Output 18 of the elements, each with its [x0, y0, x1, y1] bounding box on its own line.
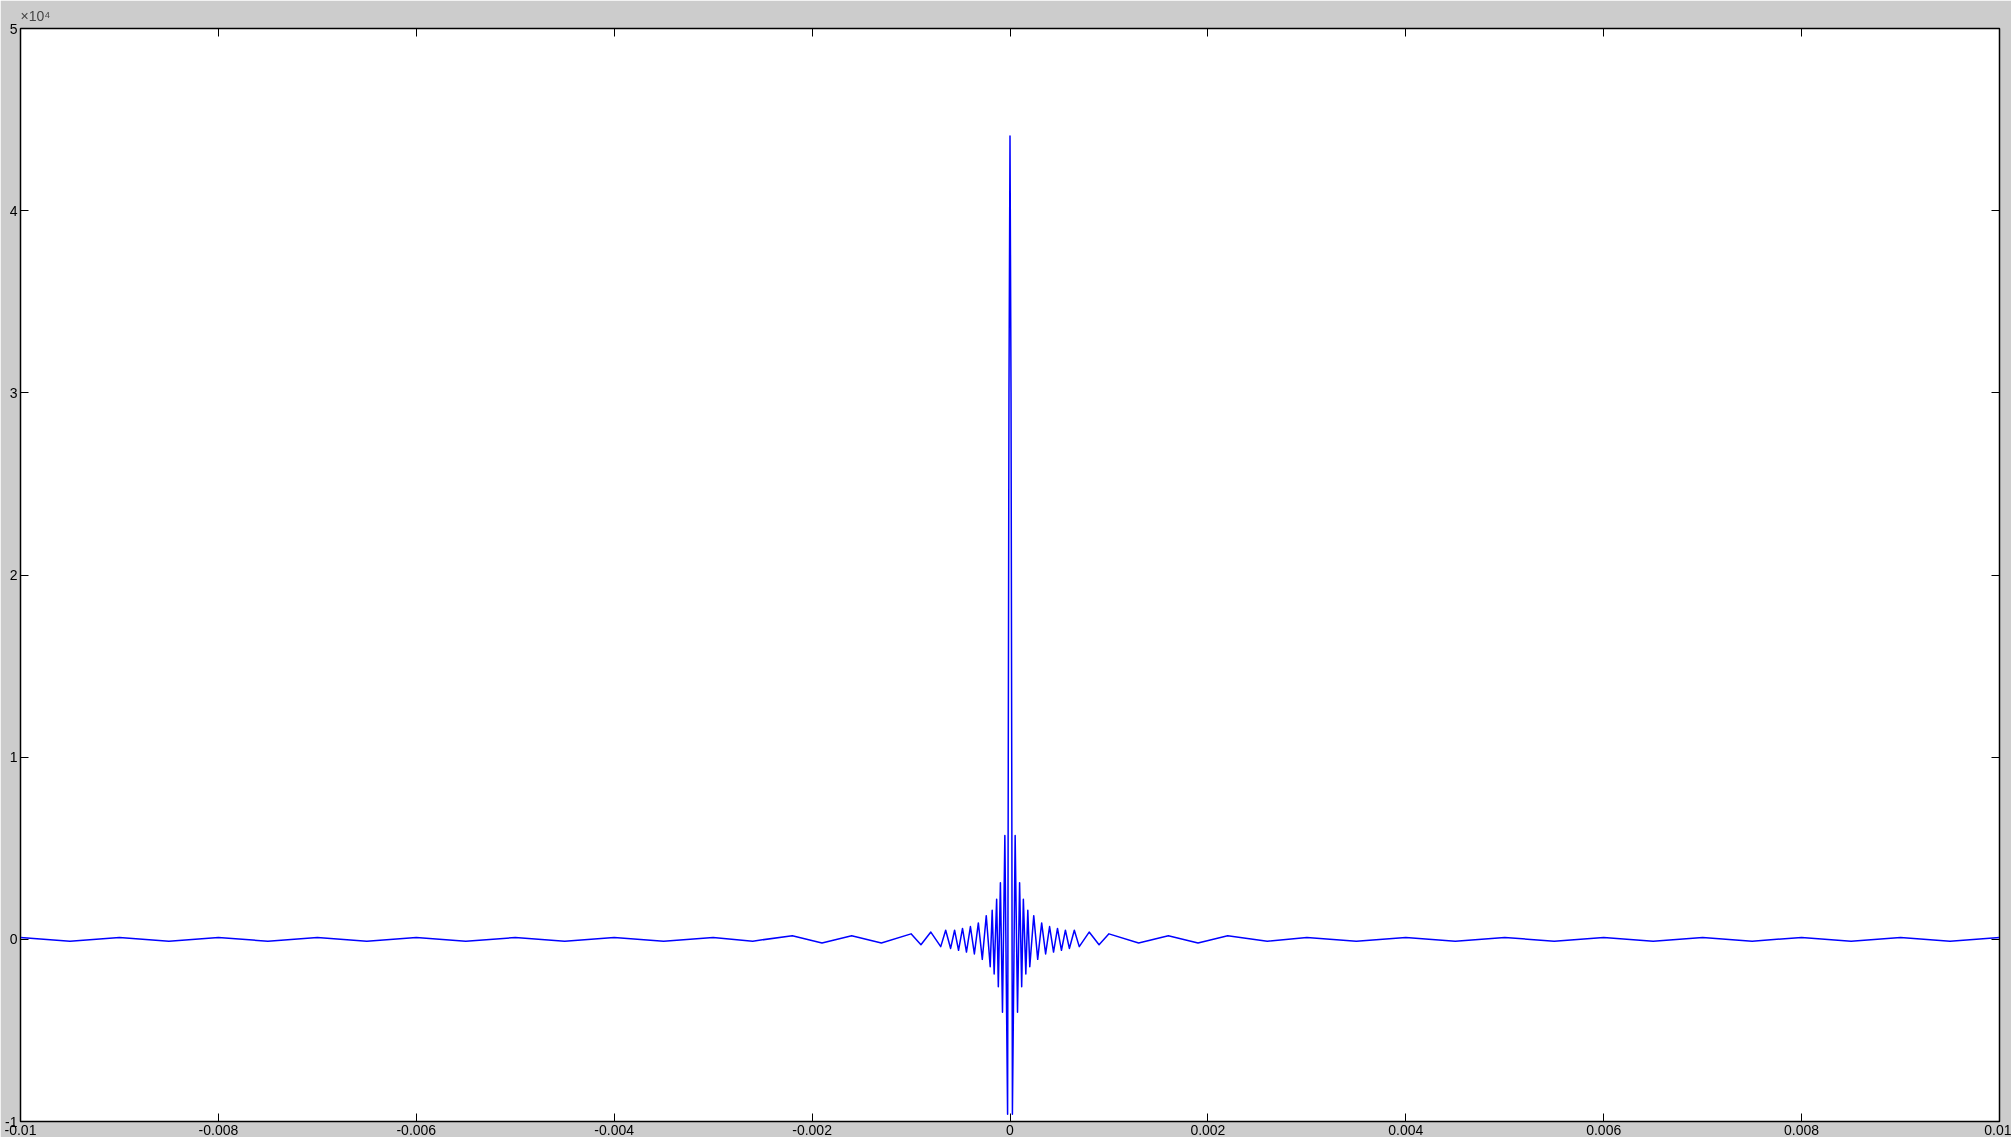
- x-tick-label: 0.006: [1586, 1121, 1622, 1137]
- y-tick-label: 1: [9, 749, 18, 766]
- text: ×10⁴: [20, 7, 51, 24]
- x-tick-label: 0.004: [1388, 1121, 1424, 1137]
- x-tick-label: 0.01: [1984, 1121, 2011, 1137]
- line-series: [20, 135, 2000, 1115]
- x-tick-label: -0.002: [792, 1121, 833, 1137]
- x-tick-label: -0.006: [396, 1121, 437, 1137]
- y-tick-label: 5: [9, 20, 18, 37]
- x-tick-label: 0.002: [1190, 1121, 1226, 1137]
- x-tick-label: -0.004: [594, 1121, 635, 1137]
- x-tick-label: -0.008: [198, 1121, 239, 1137]
- y-tick-label: 4: [9, 202, 18, 219]
- y-tick-label: 3: [9, 384, 18, 401]
- y-tick-label: 2: [9, 567, 18, 583]
- x-tick-label: 0: [1006, 1121, 1015, 1137]
- y-tick-label: 0: [9, 931, 18, 948]
- x-tick-label: 0.008: [1784, 1121, 1820, 1137]
